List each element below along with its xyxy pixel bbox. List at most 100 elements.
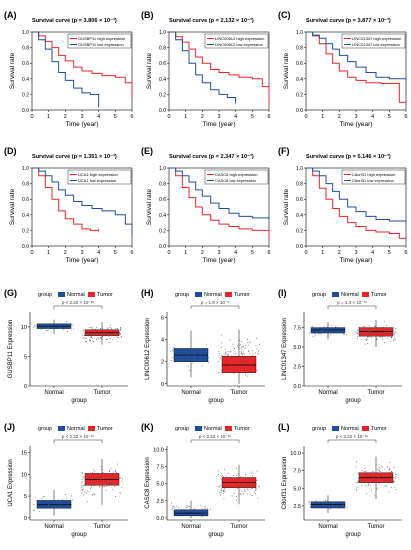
jitter-point <box>382 339 384 340</box>
jitter-point <box>178 511 180 512</box>
jitter-point <box>363 334 364 336</box>
jitter-point <box>390 474 392 476</box>
jitter-point <box>121 487 123 488</box>
jitter-point <box>358 482 360 483</box>
jitter-point <box>384 475 386 477</box>
jitter-point <box>238 494 240 495</box>
jitter-point <box>359 334 361 335</box>
jitter-point <box>100 328 101 329</box>
legend-box <box>341 33 406 49</box>
jitter-point <box>335 506 337 508</box>
jitter-point <box>309 506 311 508</box>
x-tick-label: 3 <box>354 250 357 256</box>
jitter-point <box>364 481 366 483</box>
jitter-point <box>83 336 85 338</box>
jitter-point <box>113 337 115 339</box>
jitter-point <box>364 326 366 328</box>
jitter-point <box>247 357 249 359</box>
jitter-point <box>96 326 97 328</box>
jitter-point <box>244 488 246 490</box>
jitter-point <box>232 475 234 477</box>
jitter-point <box>87 481 89 483</box>
jitter-point <box>47 504 49 506</box>
jitter-point <box>85 333 87 335</box>
jitter-point <box>374 325 376 327</box>
jitter-point <box>66 321 68 323</box>
jitter-point <box>330 334 332 336</box>
jitter-point <box>51 326 53 328</box>
y-tick-label: 1.0 <box>22 166 29 172</box>
panel-letter: (G) <box>4 288 17 298</box>
jitter-point <box>379 468 381 470</box>
jitter-point <box>377 469 379 471</box>
jitter-point <box>378 472 379 474</box>
jitter-point <box>103 486 105 487</box>
jitter-point <box>62 328 64 330</box>
jitter-point <box>115 496 116 497</box>
jitter-point <box>230 351 232 353</box>
jitter-point <box>377 487 379 489</box>
y-tick-label: 0.2 <box>296 92 303 98</box>
jitter-point <box>90 485 92 487</box>
jitter-point <box>110 474 112 476</box>
y-tick-label: 0.2 <box>22 228 29 234</box>
jitter-point <box>86 331 88 333</box>
legend-normal-label: Normal <box>341 292 359 298</box>
jitter-point <box>106 334 107 336</box>
jitter-point <box>175 349 176 351</box>
jitter-point <box>233 353 235 355</box>
jitter-point <box>98 332 100 334</box>
jitter-point <box>319 332 321 334</box>
jitter-point <box>250 483 252 485</box>
jitter-point <box>245 484 247 486</box>
jitter-point <box>103 481 105 483</box>
jitter-point <box>242 353 244 355</box>
jitter-point <box>218 361 220 363</box>
jitter-point <box>374 325 375 327</box>
jitter-point <box>219 357 221 359</box>
jitter-point <box>101 473 103 475</box>
jitter-point <box>373 475 375 477</box>
legend-normal-swatch <box>58 426 65 431</box>
jitter-point <box>386 333 388 335</box>
jitter-point <box>313 503 315 505</box>
jitter-point <box>84 334 86 336</box>
significance-label: p = 1.9 × 10⁻⁵ <box>201 300 229 305</box>
x-tick-label: 3 <box>80 114 83 120</box>
jitter-point <box>380 331 382 333</box>
legend-tumor-label: Tumor <box>371 426 387 432</box>
jitter-point <box>36 327 38 329</box>
jitter-point <box>384 478 386 480</box>
y-tick-label: 0.6 <box>22 197 29 203</box>
jitter-point <box>236 468 237 470</box>
jitter-point <box>95 338 97 340</box>
jitter-point <box>34 496 36 498</box>
jitter-point <box>368 482 370 484</box>
jitter-point <box>39 505 41 506</box>
x-tick-label: 0 <box>30 114 33 120</box>
jitter-point <box>218 473 220 475</box>
y-tick-label: 10.0 <box>290 451 301 457</box>
jitter-point <box>120 333 121 334</box>
jitter-point <box>203 357 205 359</box>
jitter-point <box>86 492 88 494</box>
jitter-point <box>374 479 376 481</box>
jitter-point <box>247 493 249 495</box>
jitter-point <box>393 481 395 483</box>
jitter-point <box>101 475 103 477</box>
jitter-point <box>372 331 374 333</box>
x-tick-label: Normal <box>318 524 337 530</box>
jitter-point <box>232 483 234 485</box>
jitter-point <box>366 476 368 477</box>
jitter-point <box>110 482 112 484</box>
jitter-point <box>90 340 92 341</box>
y-tick-label: 0.0 <box>156 516 164 522</box>
km-curve-high <box>169 167 270 239</box>
jitter-point <box>219 494 221 496</box>
jitter-point <box>108 483 110 485</box>
jitter-point <box>95 484 97 486</box>
jitter-point <box>242 346 244 348</box>
legend-high-label: CASC8 high expression <box>215 172 257 177</box>
jitter-point <box>256 470 258 472</box>
jitter-point <box>384 342 386 344</box>
